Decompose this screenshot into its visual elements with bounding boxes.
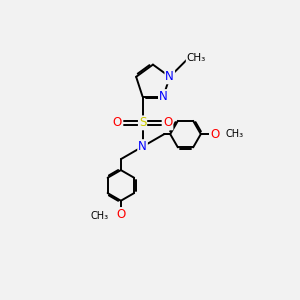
Text: CH₃: CH₃ — [187, 52, 206, 63]
Text: O: O — [210, 128, 219, 141]
Text: N: N — [159, 90, 168, 103]
Text: CH₃: CH₃ — [90, 211, 109, 221]
Text: S: S — [139, 116, 146, 129]
Text: O: O — [163, 116, 172, 129]
Text: CH₃: CH₃ — [226, 129, 244, 139]
Text: N: N — [165, 70, 174, 83]
Text: O: O — [113, 116, 122, 129]
Text: N: N — [138, 140, 147, 153]
Text: O: O — [116, 208, 125, 221]
